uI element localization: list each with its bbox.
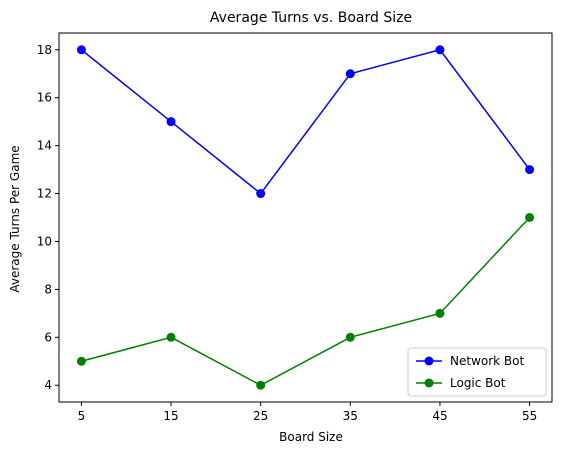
x-tick-label: 35 (343, 409, 358, 423)
y-tick-label: 6 (44, 330, 52, 344)
data-point (166, 117, 176, 127)
x-tick-label: 5 (78, 409, 86, 423)
x-axis-title: Board Size (279, 430, 343, 444)
data-point (345, 69, 355, 79)
data-point (345, 332, 355, 342)
y-tick-label: 8 (44, 282, 52, 296)
legend: Network Bot Logic Bot (407, 347, 547, 397)
data-point (435, 308, 445, 318)
y-tick-label: 14 (37, 139, 52, 153)
chart-title: Average Turns vs. Board Size (210, 10, 412, 26)
series-logic-bot (76, 213, 535, 390)
x-tick-label: 15 (163, 409, 178, 423)
x-tick-label: 25 (253, 409, 268, 423)
data-point (256, 380, 266, 390)
x-tick-label: 45 (432, 409, 447, 423)
data-point (76, 45, 86, 55)
series-line (81, 216, 531, 387)
data-point (435, 45, 445, 55)
legend-label: Network Bot (450, 354, 524, 368)
data-point (256, 189, 266, 199)
y-axis-title: Average Turns Per Game (8, 145, 22, 292)
data-point (525, 213, 535, 222)
data-point (166, 332, 176, 342)
y-tick-label: 10 (37, 234, 52, 248)
plot-area (58, 32, 553, 403)
x-tick-label: 55 (522, 409, 537, 423)
y-tick-label: 12 (37, 187, 52, 201)
series-layer (76, 45, 535, 390)
legend-swatch-marker (424, 378, 434, 388)
data-point (76, 356, 86, 366)
legend-box (407, 347, 547, 397)
y-axis: 4 6 8 10 12 14 16 18 (37, 43, 59, 392)
x-axis: 5 15 25 35 45 55 (78, 402, 537, 423)
y-tick-label: 4 (44, 378, 52, 392)
legend-swatch-marker (424, 356, 434, 366)
series-line (80, 48, 531, 195)
data-point (525, 165, 535, 175)
y-tick-label: 16 (37, 91, 52, 105)
y-tick-label: 18 (37, 43, 52, 57)
legend-label: Logic Bot (450, 376, 506, 390)
plot-frame (58, 32, 553, 403)
series-network-bot (76, 45, 535, 199)
